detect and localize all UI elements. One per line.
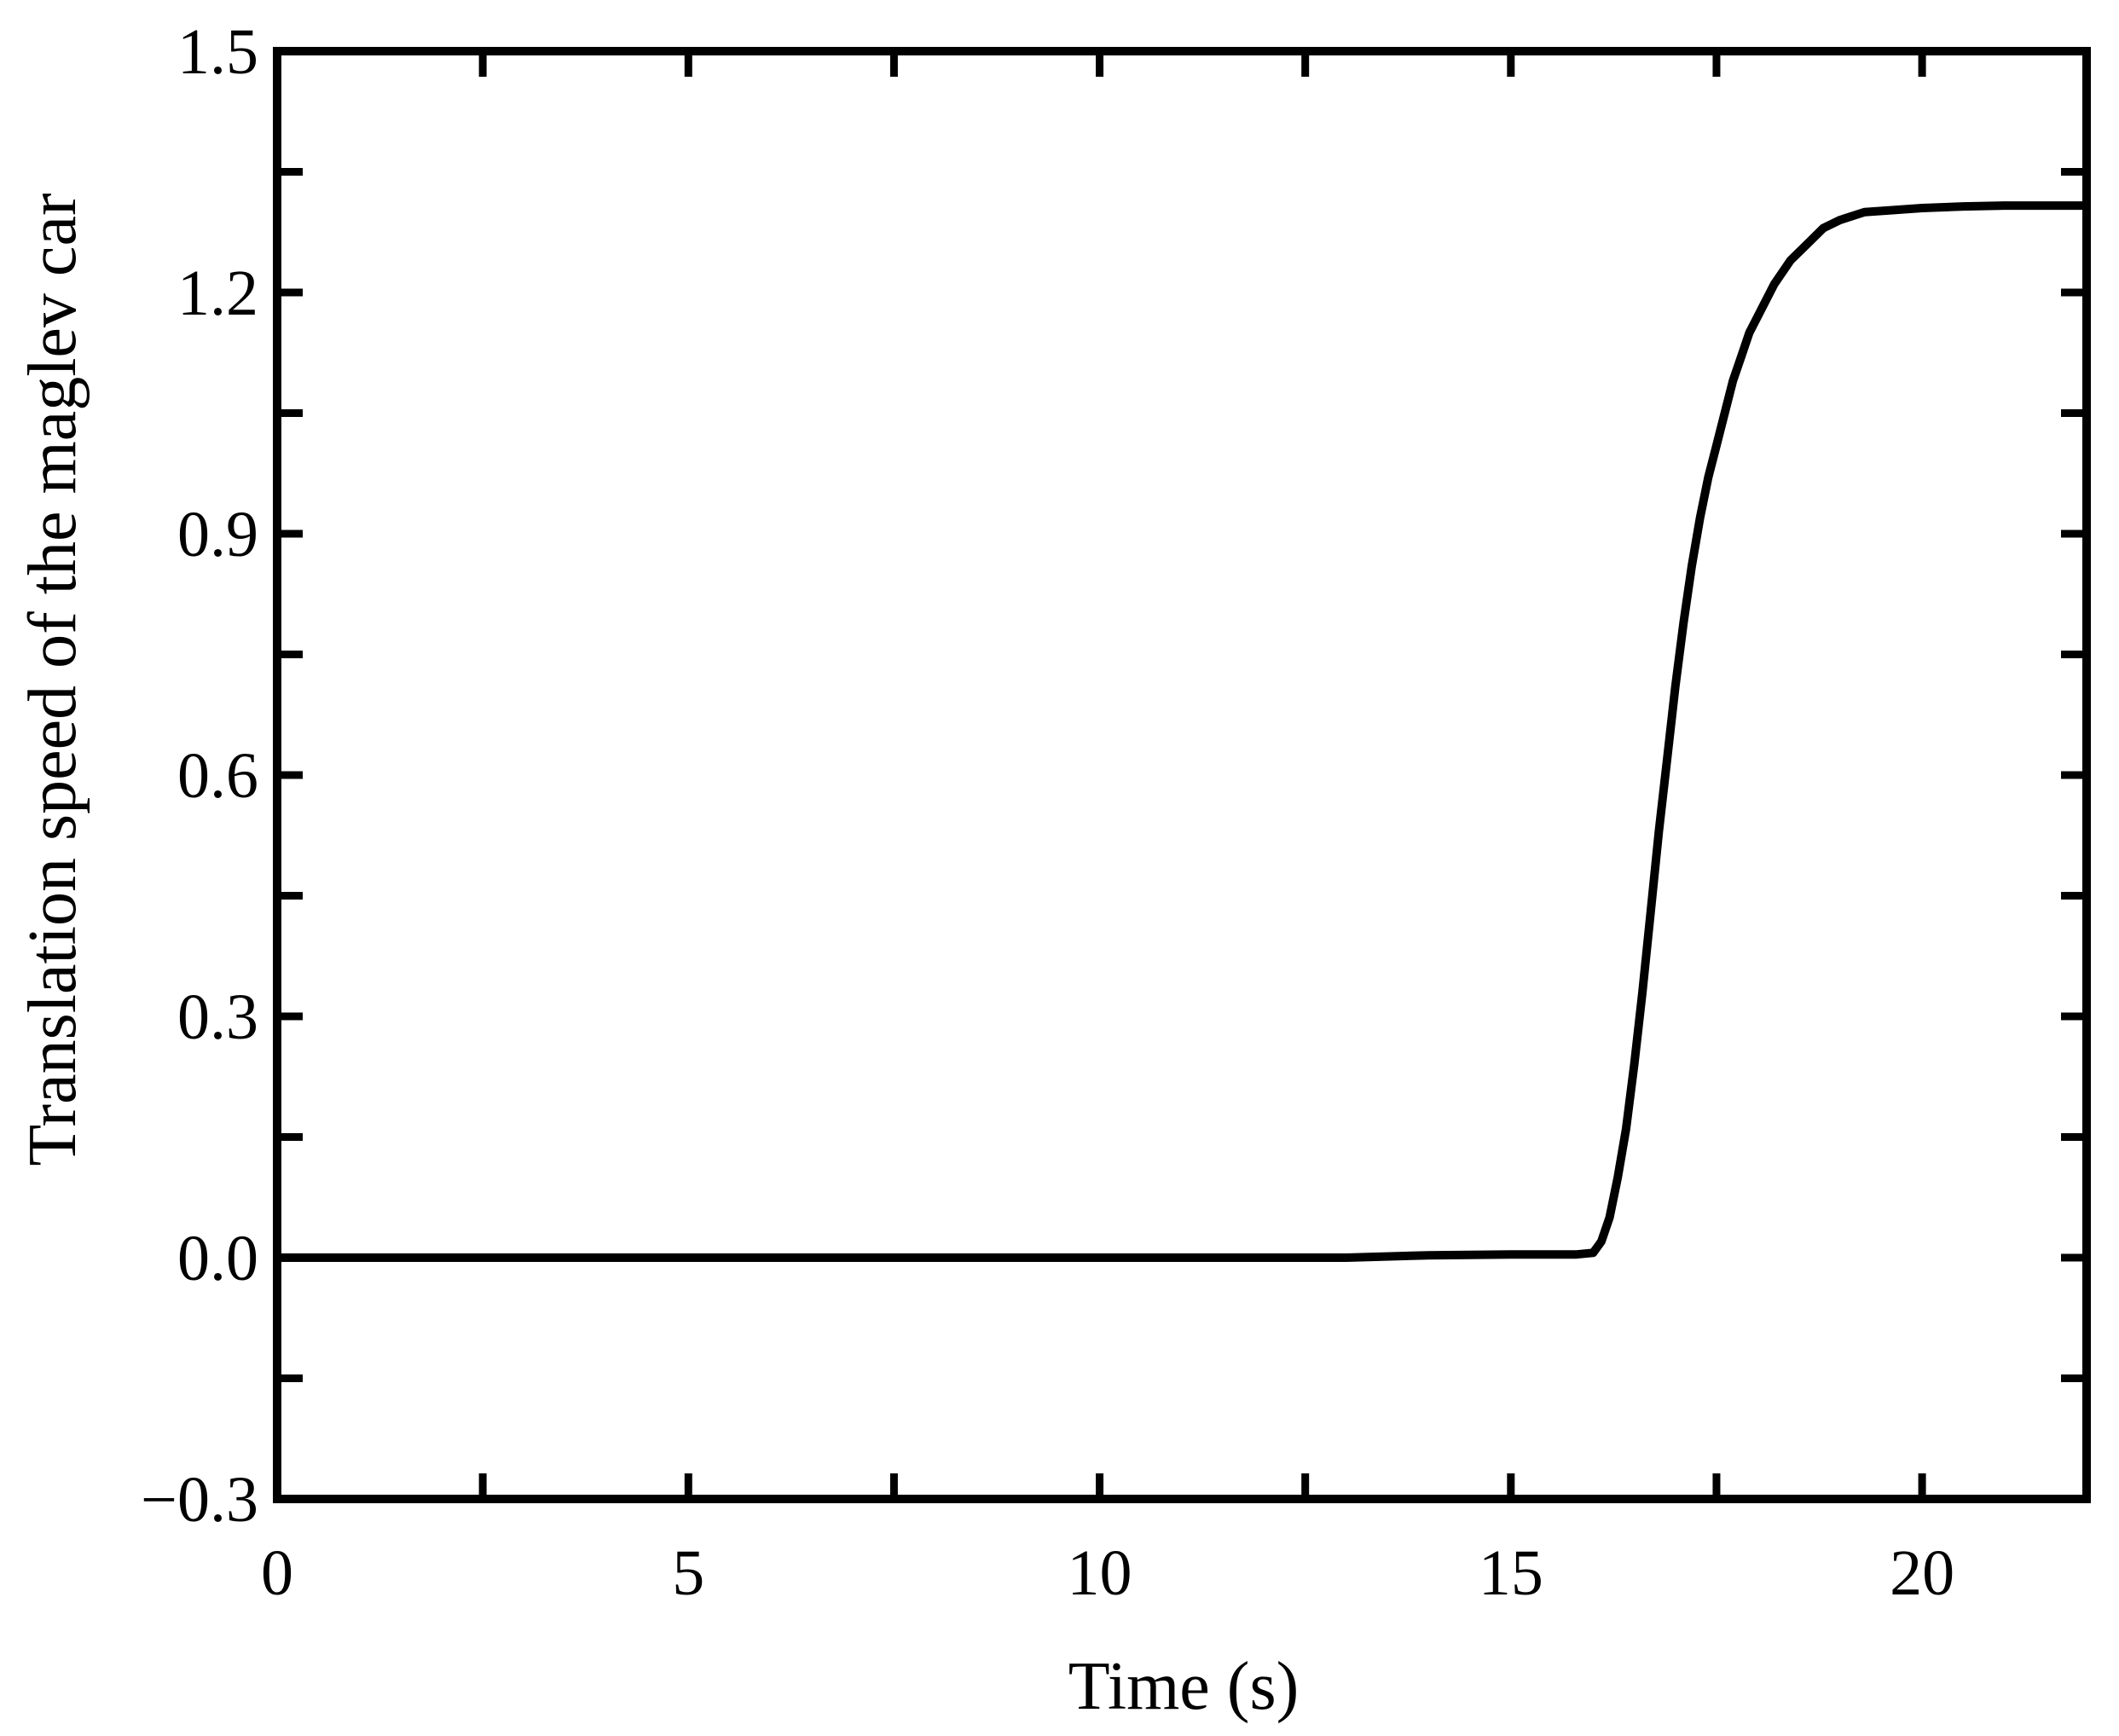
series-line xyxy=(273,201,2091,1262)
x-axis-label: Time (s) xyxy=(1068,1649,1299,1724)
x-tick-label: 20 xyxy=(1890,1537,1954,1609)
y-tick-label: 1.5 xyxy=(177,16,258,88)
y-tick-label: 0.0 xyxy=(177,1223,258,1294)
y-tick-label: 0.6 xyxy=(177,740,258,812)
y-tick-label: 1.2 xyxy=(177,258,258,329)
x-tick-label: 10 xyxy=(1068,1537,1132,1609)
y-tick-label: −0.3 xyxy=(141,1464,258,1536)
plot-frame xyxy=(273,47,2091,1503)
x-tick-label: 15 xyxy=(1479,1537,1543,1609)
y-tick-label: 0.9 xyxy=(177,499,258,570)
y-tick-labels: −0.3 0.0 0.3 0.6 0.9 1.2 1.5 xyxy=(141,16,258,1536)
x-tick-labels: 0 5 10 15 20 xyxy=(261,1537,1954,1609)
y-tick-label: 0.3 xyxy=(177,981,258,1053)
y-axis-label: Translation speed of the maglev car xyxy=(15,193,90,1166)
x-tick-label: 5 xyxy=(672,1537,704,1609)
x-tick-label: 0 xyxy=(261,1537,293,1609)
